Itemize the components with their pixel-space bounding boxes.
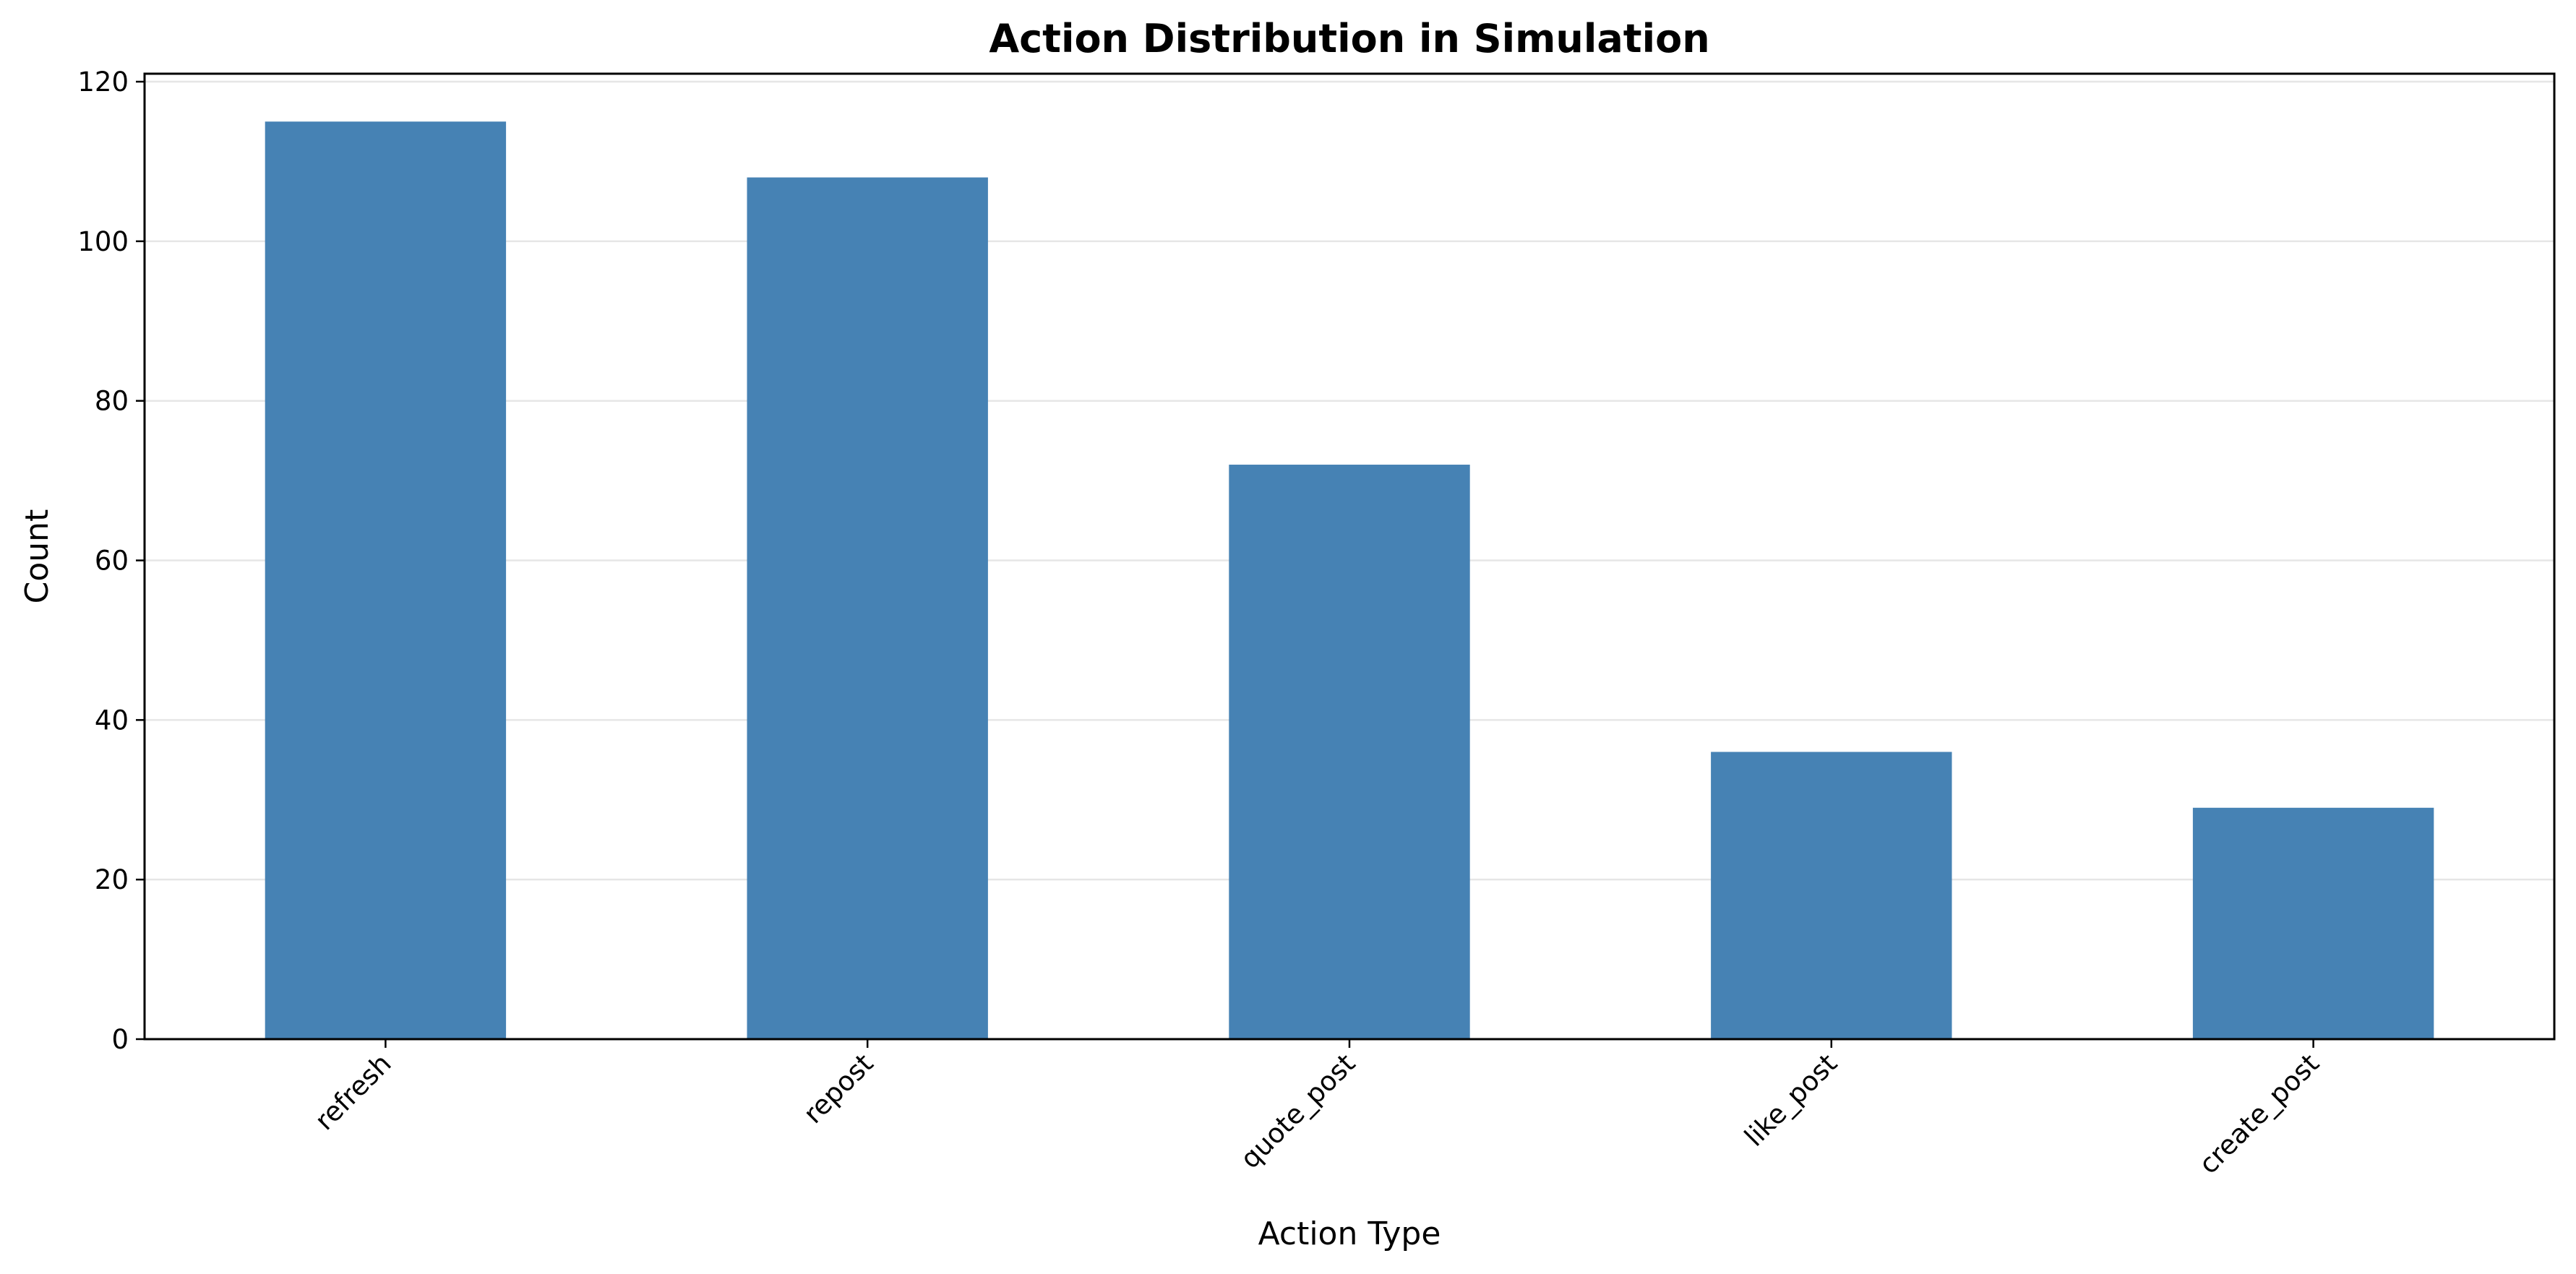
y-tick-label: 80 — [95, 386, 129, 417]
chart-title: Action Distribution in Simulation — [989, 16, 1709, 61]
y-axis-ticks: 0 20 40 60 80 100 120 — [77, 66, 145, 1055]
bars-layer — [265, 121, 2434, 1040]
bar-quote-post — [1229, 465, 1470, 1039]
bar-repost — [747, 177, 988, 1039]
x-axis-label: Action Type — [1258, 1215, 1441, 1252]
y-tick-label: 40 — [95, 705, 129, 736]
y-tick-label: 20 — [95, 864, 129, 895]
y-tick-label: 120 — [77, 66, 129, 98]
y-axis-label: Count — [19, 509, 56, 604]
y-tick-label: 60 — [95, 546, 129, 577]
bar-like-post — [1711, 752, 1952, 1039]
bar-create-post — [2192, 807, 2434, 1039]
y-tick-label: 0 — [111, 1024, 129, 1055]
y-tick-label: 100 — [77, 226, 129, 257]
bar-refresh — [265, 121, 507, 1040]
